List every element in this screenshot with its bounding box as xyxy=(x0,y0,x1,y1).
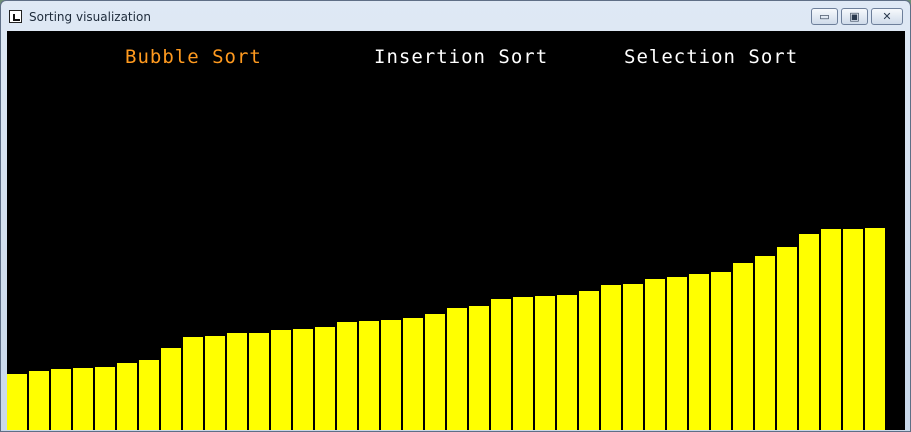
bar xyxy=(535,296,555,430)
visualization-canvas: Bubble Sort Insertion Sort Selection Sor… xyxy=(7,31,905,430)
bar xyxy=(447,308,467,430)
bar xyxy=(865,228,885,430)
title-bar[interactable]: Sorting visualization ▭ ▣ ✕ xyxy=(1,1,910,31)
window-title: Sorting visualization xyxy=(29,10,151,24)
bar xyxy=(227,333,247,430)
bar xyxy=(601,285,621,430)
selection-sort-label[interactable]: Selection Sort xyxy=(624,46,799,68)
bar xyxy=(733,263,753,430)
bar xyxy=(645,279,665,430)
bar xyxy=(205,336,225,430)
bar xyxy=(337,322,357,430)
bar xyxy=(271,330,291,430)
bar xyxy=(293,329,313,430)
bubble-sort-label[interactable]: Bubble Sort xyxy=(125,46,262,68)
bar xyxy=(579,291,599,430)
bar xyxy=(7,374,27,430)
bar xyxy=(161,348,181,430)
bar xyxy=(843,229,863,430)
bar xyxy=(711,272,731,430)
bar xyxy=(51,369,71,430)
bar xyxy=(249,333,269,430)
bar xyxy=(183,337,203,430)
bar xyxy=(799,234,819,430)
bar xyxy=(425,314,445,430)
minimize-button[interactable]: ▭ xyxy=(811,8,838,25)
bar xyxy=(557,295,577,430)
bar xyxy=(667,277,687,430)
bar xyxy=(821,229,841,430)
bar xyxy=(689,274,709,430)
bar xyxy=(755,256,775,430)
bars-area xyxy=(7,31,905,430)
bar xyxy=(469,306,489,430)
bar xyxy=(381,320,401,430)
bar xyxy=(117,363,137,430)
bar xyxy=(95,367,115,430)
maximize-button[interactable]: ▣ xyxy=(841,8,868,25)
bar xyxy=(777,247,797,430)
bar xyxy=(29,371,49,430)
bar xyxy=(315,327,335,430)
maximize-icon: ▣ xyxy=(849,10,860,23)
insertion-sort-label[interactable]: Insertion Sort xyxy=(374,46,549,68)
minimize-icon: ▭ xyxy=(819,10,830,23)
bar xyxy=(491,299,511,430)
bar xyxy=(359,321,379,430)
bar xyxy=(513,297,533,430)
app-icon xyxy=(9,10,22,23)
bar xyxy=(623,284,643,430)
bar xyxy=(73,368,93,430)
close-icon: ✕ xyxy=(882,10,892,23)
bar xyxy=(139,360,159,430)
close-button[interactable]: ✕ xyxy=(871,8,903,25)
bar xyxy=(403,318,423,430)
